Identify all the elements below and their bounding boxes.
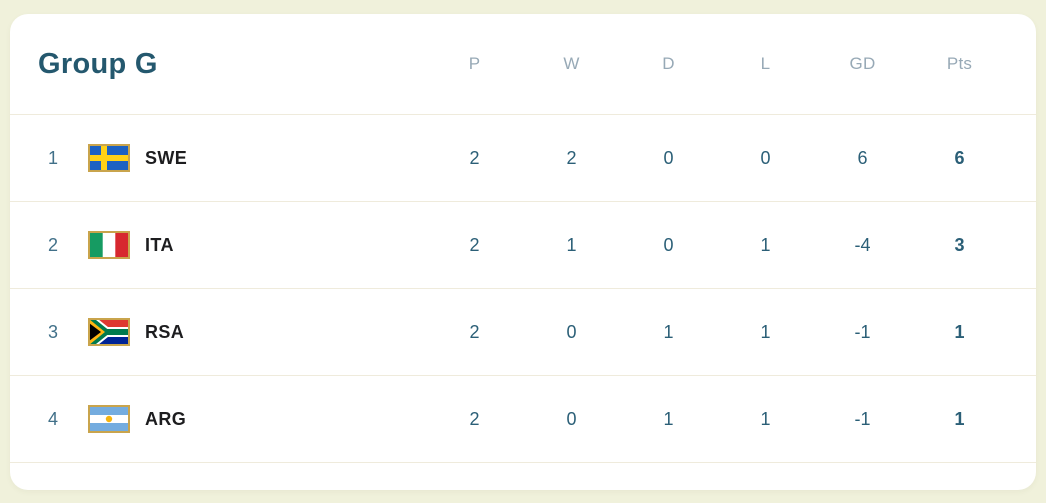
south-africa-flag bbox=[88, 318, 130, 346]
table-row[interactable]: 2 ITA 2 1 0 1 -4 3 bbox=[10, 202, 1036, 289]
wins-value: 1 bbox=[566, 234, 577, 255]
played-value: 2 bbox=[469, 321, 480, 342]
draws-value: 0 bbox=[663, 234, 674, 255]
losses-value: 0 bbox=[760, 147, 771, 168]
table-row[interactable]: 3 RSA 2 0 1 1 -1 1 bbox=[10, 289, 1036, 376]
points-value: 1 bbox=[954, 321, 965, 342]
italy-flag bbox=[88, 231, 130, 259]
team-code: ARG bbox=[145, 408, 187, 429]
goal-diff-value: -4 bbox=[854, 234, 871, 255]
losses-value: 1 bbox=[760, 321, 771, 342]
team-cell: 2 ITA bbox=[38, 231, 426, 259]
team-cell: 1 SWE bbox=[38, 144, 426, 172]
standings-card: Group G P W D L GD Pts 1 SWE 2 2 0 0 6 6 2 IT… bbox=[10, 14, 1036, 490]
goal-diff-value: 6 bbox=[857, 147, 868, 168]
table-row[interactable]: 1 SWE 2 2 0 0 6 6 bbox=[10, 115, 1036, 202]
sweden-flag bbox=[88, 144, 130, 172]
played-value: 2 bbox=[469, 147, 480, 168]
points-value: 3 bbox=[954, 234, 965, 255]
team-cell: 4 ARG bbox=[38, 405, 426, 433]
column-header-d: D bbox=[662, 54, 675, 73]
goal-diff-value: -1 bbox=[854, 321, 871, 342]
losses-value: 1 bbox=[760, 234, 771, 255]
rank-number: 2 bbox=[47, 234, 58, 255]
standings-rows: 1 SWE 2 2 0 0 6 6 2 ITA 2 1 0 1 -4 3 3 R… bbox=[10, 115, 1036, 463]
rank-number: 3 bbox=[47, 321, 58, 342]
argentina-flag bbox=[88, 405, 130, 433]
column-header-gd: GD bbox=[849, 54, 876, 73]
rank-number: 4 bbox=[47, 408, 58, 429]
goal-diff-value: -1 bbox=[854, 408, 871, 429]
column-header-p: P bbox=[468, 54, 481, 73]
team-code: ITA bbox=[145, 234, 174, 255]
draws-value: 1 bbox=[663, 408, 674, 429]
points-value: 6 bbox=[954, 147, 965, 168]
wins-value: 0 bbox=[566, 408, 577, 429]
team-cell: 3 RSA bbox=[38, 318, 426, 346]
column-header-w: W bbox=[563, 54, 580, 73]
points-value: 1 bbox=[954, 408, 965, 429]
wins-value: 0 bbox=[566, 321, 577, 342]
draws-value: 1 bbox=[663, 321, 674, 342]
standings-header: Group G P W D L GD Pts bbox=[10, 14, 1036, 115]
draws-value: 0 bbox=[663, 147, 674, 168]
played-value: 2 bbox=[469, 408, 480, 429]
table-row[interactable]: 4 ARG 2 0 1 1 -1 1 bbox=[10, 376, 1036, 463]
column-header-l: L bbox=[760, 54, 771, 73]
losses-value: 1 bbox=[760, 408, 771, 429]
team-code: RSA bbox=[145, 321, 185, 342]
played-value: 2 bbox=[469, 234, 480, 255]
team-code: SWE bbox=[145, 147, 188, 168]
rank-number: 1 bbox=[47, 147, 58, 168]
column-header-pts: Pts bbox=[946, 54, 973, 73]
wins-value: 2 bbox=[566, 147, 577, 168]
group-title: Group G bbox=[38, 47, 158, 80]
